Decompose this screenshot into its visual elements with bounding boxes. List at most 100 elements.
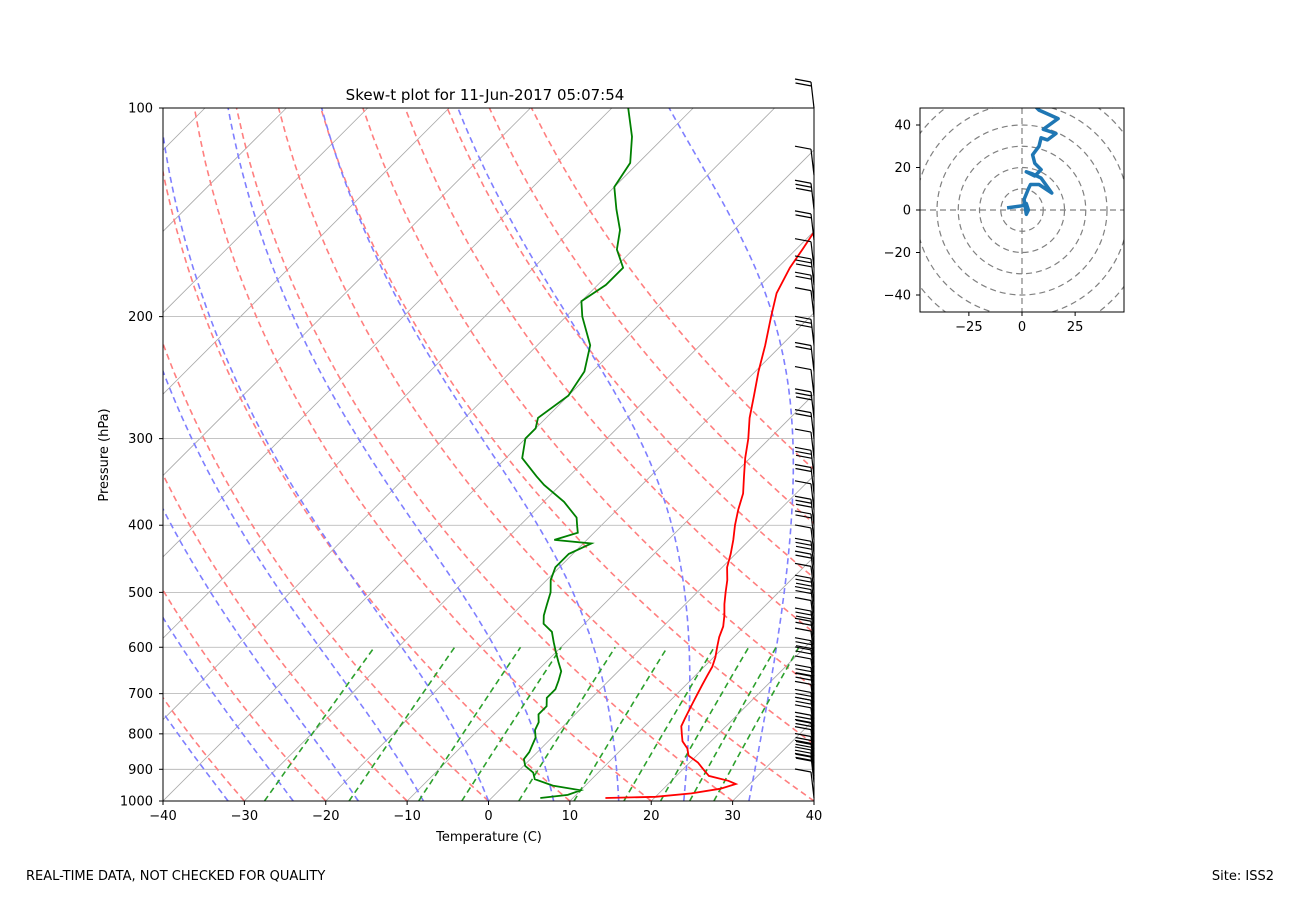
isotherm-lines [0, 108, 1300, 801]
y-tick-label: 500 [128, 586, 153, 601]
x-tick-label: 20 [643, 809, 660, 824]
isotherm-line [813, 800, 814, 801]
wind-barb [794, 145, 815, 176]
y-tick-label: 600 [128, 641, 153, 656]
mixing-ratio-line [623, 646, 715, 801]
isotherm-line [163, 108, 369, 314]
temperature-profile-line [605, 230, 814, 799]
y-axis-ticks: 100 200 300 400 500 600 700 800 900 1000 [120, 102, 163, 810]
isotherm-line [650, 637, 814, 801]
isotherm-line [163, 108, 450, 395]
hodograph-y-tick-label: −20 [884, 246, 911, 261]
mixing-ratio-line [263, 646, 375, 801]
dry-adiabat-lines [163, 108, 814, 801]
y-tick-label: 100 [128, 102, 153, 117]
dry-adiabat-line [320, 108, 814, 746]
hodograph-y-tick-label: 40 [894, 119, 911, 134]
site-label: Site: ISS2 [1211, 869, 1274, 884]
moist-adiabat-line [320, 108, 620, 801]
hodograph-x-tick-label: 0 [1018, 320, 1026, 335]
pressure-gridlines [163, 108, 814, 801]
wind-barb [794, 315, 815, 346]
y-tick-label: 700 [128, 687, 153, 702]
isotherm-line [244, 230, 814, 801]
x-tick-label: −20 [312, 809, 339, 824]
y-tick-label: 1000 [120, 795, 153, 810]
isotherm-line [732, 719, 814, 801]
dry-adiabat-line [163, 588, 327, 801]
y-tick-label: 300 [128, 432, 153, 447]
isotherm-line [163, 108, 287, 232]
isotherm-line [163, 108, 531, 477]
wind-barb [794, 287, 815, 317]
dewpoint-profile-line [521, 108, 633, 799]
hodograph-ticks: −25 0 25 −40 −20 0 20 40 [884, 119, 1084, 336]
hodograph-trace [1006, 108, 1060, 217]
hodograph-ring [936, 124, 1108, 296]
wind-barb [794, 495, 815, 526]
dry-adiabat-line [277, 108, 814, 801]
moist-adiabat-line [163, 507, 359, 801]
hodograph-x-tick-label: −25 [955, 320, 982, 335]
isotherm-line [0, 108, 42, 801]
dry-adiabat-line [235, 108, 734, 801]
data-quality-disclaimer: REAL-TIME DATA, NOT CHECKED FOR QUALITY [26, 869, 326, 884]
moist-adiabat-line [457, 108, 691, 801]
x-tick-label: 30 [724, 809, 741, 824]
isotherm-line [895, 108, 1300, 801]
mixing-ratio-line [348, 646, 456, 801]
mixing-ratio-line [518, 646, 616, 801]
moist-adiabat-line [163, 368, 425, 801]
x-tick-label: 10 [562, 809, 579, 824]
hodograph-panel: −25 0 25 −40 −20 0 20 40 [884, 107, 1125, 336]
y-axis-label: Pressure (hPa) [97, 408, 112, 501]
skewt-axes-frame [162, 107, 815, 802]
isotherm-line [488, 474, 814, 801]
mixing-ratio-line [688, 646, 777, 801]
x-axis-label: Temperature (C) [435, 830, 542, 845]
dry-adiabat-line [163, 341, 490, 801]
hodograph-y-tick-label: −40 [884, 289, 911, 304]
skewt-panel: −40 −30 −20 −10 0 10 20 30 40 100200300400500600… [0, 78, 1300, 845]
x-tick-label: −30 [231, 809, 258, 824]
isotherm-line [163, 149, 814, 801]
dry-adiabat-line [163, 168, 571, 801]
skewt-background-lines [0, 108, 1300, 801]
moist-adiabat-line [163, 711, 229, 801]
hodograph-y-tick-label: 20 [894, 161, 911, 176]
hodograph-x-tick-label: 25 [1067, 320, 1084, 335]
y-tick-label: 900 [128, 763, 153, 778]
moist-adiabat-line [227, 108, 555, 801]
hodograph-y-tick-label: 0 [903, 204, 911, 219]
mixing-ratio-line [418, 646, 522, 801]
y-tick-label: 400 [128, 519, 153, 534]
dry-adiabat-line [362, 108, 814, 689]
y-tick-label: 200 [128, 310, 153, 325]
x-tick-label: −10 [393, 809, 420, 824]
x-tick-label: −40 [149, 809, 176, 824]
dry-adiabat-line [163, 696, 245, 801]
x-tick-label: 40 [806, 809, 823, 824]
chart-title: Skew-t plot for 11-Jun-2017 05:07:54 [346, 86, 625, 104]
isotherm-line [569, 556, 814, 801]
x-tick-label: 0 [484, 809, 492, 824]
x-axis-ticks: −40 −30 −20 −10 0 10 20 30 40 [149, 801, 822, 824]
isotherm-line [163, 108, 694, 639]
isotherm-line [163, 108, 613, 558]
wind-barb [794, 78, 815, 109]
isotherm-line [163, 108, 775, 721]
dry-adiabat-line [446, 108, 814, 579]
moist-adiabat-lines [163, 108, 814, 801]
isotherm-line [406, 393, 814, 801]
dry-adiabat-line [193, 108, 652, 801]
dry-adiabat-line [404, 108, 814, 634]
isotherm-line [325, 312, 814, 801]
dry-adiabat-line [488, 108, 814, 525]
mixing-ratio-line [461, 646, 562, 801]
y-tick-label: 800 [128, 727, 153, 742]
moist-adiabat-line [163, 616, 294, 801]
mixing-ratio-line [573, 646, 668, 801]
moist-adiabat-line [163, 128, 490, 801]
wind-barb [794, 179, 815, 210]
